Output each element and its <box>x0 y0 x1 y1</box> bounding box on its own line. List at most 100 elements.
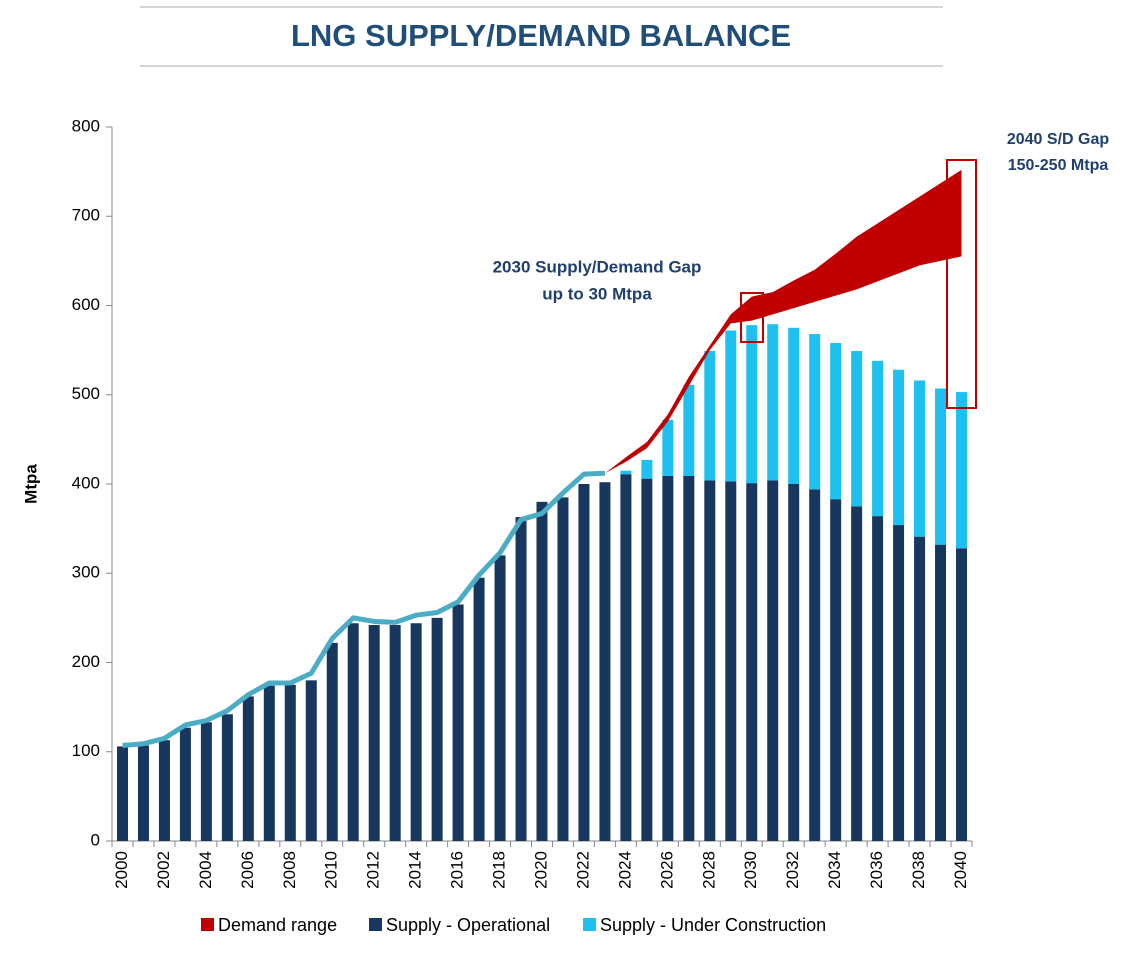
bar <box>914 380 926 537</box>
y-tick-label: 0 <box>91 830 100 849</box>
bar <box>851 351 863 507</box>
y-axis-label: Mtpa <box>21 464 40 504</box>
bar <box>263 685 275 841</box>
bar <box>326 642 338 841</box>
legend-swatch <box>583 918 596 931</box>
bar <box>662 475 674 841</box>
bar <box>956 548 968 841</box>
bar <box>221 714 233 841</box>
bar <box>179 727 191 841</box>
bar <box>620 474 632 841</box>
bar <box>893 525 905 841</box>
x-tick-label: 2006 <box>238 851 257 889</box>
bar <box>305 680 317 841</box>
x-tick-label: 2008 <box>280 851 299 889</box>
legend-swatch <box>201 918 214 931</box>
y-tick-label: 100 <box>72 741 100 760</box>
y-tick-label: 600 <box>72 295 100 314</box>
x-tick-label: 2010 <box>322 851 341 889</box>
y-tick-label: 400 <box>72 473 100 492</box>
bar <box>956 392 968 549</box>
bar <box>767 324 779 481</box>
x-tick-label: 2034 <box>825 851 844 889</box>
bar <box>557 497 569 841</box>
bar <box>116 746 128 841</box>
x-tick-label: 2030 <box>741 851 760 889</box>
annotation: 2030 Supply/Demand Gap <box>493 257 702 276</box>
bar <box>284 684 296 841</box>
demand-range <box>604 169 962 474</box>
gap-box <box>946 159 977 409</box>
annotation: 2040 S/D Gap <box>1007 131 1110 148</box>
bar <box>242 696 254 841</box>
supply-line <box>122 470 606 748</box>
bar <box>368 625 380 841</box>
bar <box>809 489 821 841</box>
bar <box>893 369 905 526</box>
x-tick-label: 2026 <box>657 851 676 889</box>
bar <box>158 740 170 841</box>
bar <box>809 334 821 490</box>
bar <box>725 481 737 841</box>
legend-label: Supply - Under Construction <box>600 915 826 935</box>
bar <box>599 482 611 841</box>
bar <box>515 517 527 841</box>
bar <box>830 499 842 841</box>
y-tick-label: 300 <box>72 563 100 582</box>
bar <box>347 623 359 841</box>
bar <box>473 577 485 841</box>
bar <box>389 625 401 841</box>
x-tick-label: 2024 <box>615 851 634 889</box>
x-tick-label: 2036 <box>867 851 886 889</box>
bar <box>935 388 947 545</box>
y-tick-label: 700 <box>72 206 100 225</box>
x-tick-label: 2016 <box>448 851 467 889</box>
x-tick-label: 2028 <box>699 851 718 889</box>
x-tick-label: 2012 <box>364 851 383 889</box>
bar <box>494 555 506 841</box>
x-tick-label: 2002 <box>154 851 173 889</box>
legend-label: Demand range <box>218 915 337 935</box>
bar <box>536 501 548 841</box>
legend-label: Supply - Operational <box>386 915 550 935</box>
x-tick-label: 2022 <box>573 851 592 889</box>
bar <box>872 516 884 841</box>
x-tick-label: 2000 <box>112 851 131 889</box>
bar <box>641 459 653 479</box>
bar <box>662 419 674 476</box>
chart-title: LNG SUPPLY/DEMAND BALANCE <box>291 18 791 53</box>
gap-box <box>740 292 764 343</box>
bar <box>683 475 695 841</box>
bar <box>746 325 758 484</box>
legend-swatch <box>369 918 382 931</box>
bar <box>200 722 212 841</box>
bar <box>872 360 884 517</box>
bar <box>851 506 863 841</box>
bar <box>746 483 758 841</box>
x-tick-label: 2018 <box>490 851 509 889</box>
annotation: 150-250 Mtpa <box>1008 157 1109 174</box>
y-tick-label: 800 <box>72 116 100 135</box>
bar <box>788 327 800 484</box>
bar <box>914 536 926 841</box>
x-tick-label: 2040 <box>951 851 970 889</box>
bar <box>683 384 695 476</box>
x-tick-label: 2014 <box>406 851 425 889</box>
bar <box>641 478 653 841</box>
bar <box>137 745 149 841</box>
x-tick-label: 2032 <box>783 851 802 889</box>
bar <box>410 623 422 841</box>
bar <box>578 484 590 841</box>
bar <box>620 470 632 475</box>
bar <box>704 480 716 841</box>
bar <box>788 484 800 841</box>
annotation: up to 30 Mtpa <box>542 284 652 303</box>
bar <box>704 351 716 481</box>
y-tick-label: 500 <box>72 384 100 403</box>
bar <box>452 604 464 841</box>
y-tick-label: 200 <box>72 652 100 671</box>
x-tick-label: 2038 <box>909 851 928 889</box>
bar <box>830 342 842 500</box>
bar <box>431 617 443 841</box>
